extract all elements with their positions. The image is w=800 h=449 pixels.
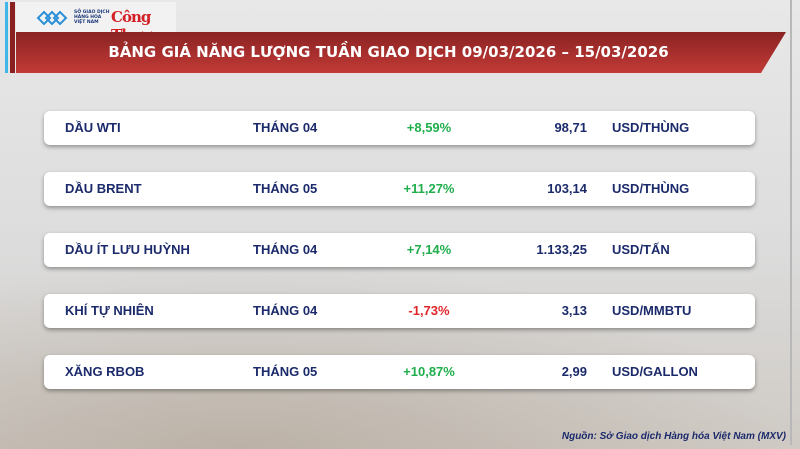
contract-month: THÁNG 05	[253, 181, 318, 196]
price-value: 2,99	[561, 364, 587, 379]
commodity-name: DẦU WTI	[65, 120, 121, 135]
contract-month: THÁNG 05	[253, 364, 318, 379]
price-value: 103,14	[547, 181, 587, 196]
commodity-name: XĂNG RBOB	[65, 364, 145, 379]
price-change: -1,73%	[408, 303, 450, 318]
exchange-logo-icon	[36, 10, 68, 26]
title-banner	[16, 32, 786, 73]
accent-stripe-blue	[5, 2, 8, 73]
price-change: +7,14%	[406, 242, 452, 257]
contract-month: THÁNG 04	[253, 120, 318, 135]
background	[0, 260, 800, 449]
price-row: DẦU WTI THÁNG 04 +8,59% 98,71 USD/THÙNG	[44, 111, 755, 145]
commodity-name: KHÍ TỰ NHIÊN	[65, 303, 154, 318]
price-unit: USD/GALLON	[612, 364, 698, 379]
price-row: XĂNG RBOB THÁNG 05 +10,87% 2,99 USD/GALLON	[44, 355, 755, 389]
price-unit: USD/MMBTU	[612, 303, 692, 318]
logo-area: SỞ GIAO DỊCH HÀNG HÓA VIỆT NAM Công Thươ…	[16, 2, 176, 44]
contract-month: THÁNG 04	[253, 303, 318, 318]
price-row: DẦU ÍT LƯU HUỲNH THÁNG 04 +7,14% 1.133,25 US…	[44, 233, 755, 267]
price-unit: USD/THÙNG	[612, 181, 690, 196]
price-row: KHÍ TỰ NHIÊN THÁNG 04 -1,73% 3,13 USD/MMBTU	[44, 294, 755, 328]
source-note: Nguồn: Sở Giao dịch Hàng hóa Việt Nam (M…	[561, 431, 786, 442]
page-title: BẢNG GIÁ NĂNG LƯỢNG TUẦN GIAO DỊCH 09/03…	[108, 43, 669, 61]
exchange-logo-text: SỞ GIAO DỊCH HÀNG HÓA VIỆT NAM	[74, 10, 110, 25]
price-change: +10,87%	[403, 364, 455, 379]
price-unit: USD/TẤN	[612, 242, 670, 257]
price-value: 1.133,25	[536, 242, 587, 257]
commodity-name: DẦU ÍT LƯU HUỲNH	[65, 242, 190, 257]
commodity-name: DẦU BRENT	[65, 181, 142, 196]
frame-border	[790, 0, 792, 445]
price-change: +8,59%	[406, 120, 452, 135]
contract-month: THÁNG 04	[253, 242, 318, 257]
price-row: DẦU BRENT THÁNG 05 +11,27% 103,14 USD/THÙNG	[44, 172, 755, 206]
accent-stripe-red	[10, 2, 15, 73]
price-value: 98,71	[554, 120, 587, 135]
price-unit: USD/THÙNG	[612, 120, 690, 135]
price-value: 3,13	[561, 303, 587, 318]
price-change: +11,27%	[403, 181, 455, 196]
